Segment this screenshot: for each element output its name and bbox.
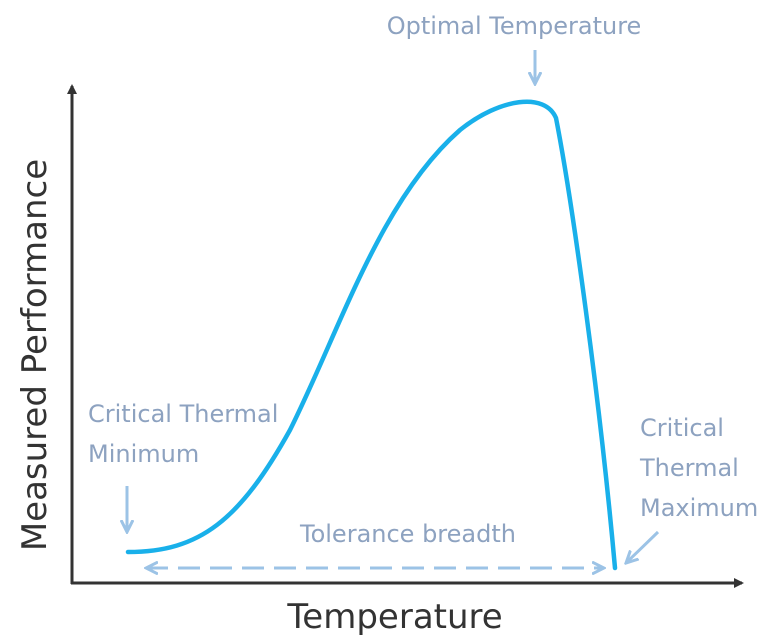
x-axis-title: Temperature xyxy=(286,597,502,637)
minimum-label: Critical Thermal xyxy=(88,400,278,428)
maximum-label: Maximum xyxy=(640,494,758,522)
breadth-label: Tolerance breadth xyxy=(299,520,516,548)
minimum-label: Minimum xyxy=(88,440,199,468)
y-axis-title: Measured Performance xyxy=(15,159,55,551)
maximum-label: Critical xyxy=(640,414,724,442)
maximum-arrow xyxy=(626,530,660,563)
performance-curve xyxy=(125,99,618,571)
optimal-label: Optimal Temperature xyxy=(387,12,642,40)
maximum-label: Thermal xyxy=(639,454,739,482)
